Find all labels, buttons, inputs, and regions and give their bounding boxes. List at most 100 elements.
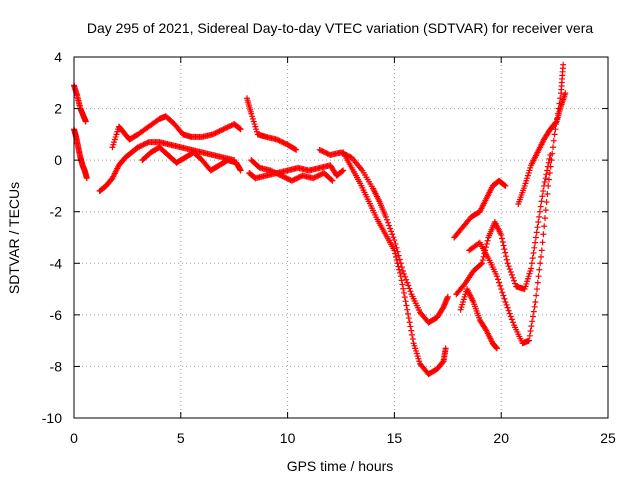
data-point (274, 170, 281, 177)
data-point (525, 337, 532, 344)
data-point (141, 141, 148, 148)
data-point (477, 261, 484, 268)
data-point (497, 282, 504, 289)
data-point (538, 247, 545, 254)
data-point (292, 175, 299, 182)
data-point (397, 269, 404, 276)
data-point (407, 288, 414, 295)
data-point (542, 175, 549, 182)
data-point (384, 219, 391, 226)
data-point (224, 124, 231, 131)
data-point (537, 260, 544, 267)
data-point (393, 253, 400, 260)
data-point (501, 295, 508, 302)
data-point (536, 266, 543, 273)
data-point (532, 239, 539, 246)
data-point (401, 294, 408, 301)
data-point (540, 188, 547, 195)
data-point (528, 260, 535, 267)
data-point (500, 292, 507, 299)
y-tick-label: -10 (42, 410, 62, 426)
data-point (512, 280, 519, 287)
data-point (527, 327, 534, 334)
data-point (399, 281, 406, 288)
data-point (534, 279, 541, 286)
chart-title: Day 295 of 2021, Sidereal Day-to-day VTE… (87, 20, 593, 36)
data-point (284, 175, 291, 182)
data-point (403, 302, 410, 309)
data-point (507, 313, 514, 320)
data-point (529, 255, 536, 262)
data-point (221, 125, 228, 132)
y-axis-ticks: -10 -8 -6 -4 -2 0 2 4 (42, 49, 608, 426)
data-point (316, 171, 323, 178)
data-point (294, 175, 301, 182)
x-tick-label: 15 (387, 430, 403, 446)
data-point (546, 170, 553, 177)
data-point (339, 168, 346, 175)
data-point (276, 137, 283, 144)
series-track-13 (457, 286, 500, 352)
data-point (549, 150, 556, 157)
data-point (536, 213, 543, 220)
series-track-14 (466, 61, 567, 347)
data-point (504, 260, 511, 267)
data-point (216, 128, 223, 135)
data-point (278, 172, 285, 179)
data-point (545, 176, 552, 183)
data-point (390, 234, 397, 241)
data-point (528, 323, 535, 330)
data-point (543, 171, 550, 178)
data-point (400, 285, 407, 292)
series-track-4 (109, 113, 244, 151)
data-point (530, 308, 537, 315)
data-point (220, 126, 227, 133)
data-point (537, 253, 544, 260)
data-point (279, 139, 286, 146)
y-axis-label: SDTVAR / TECUs (6, 182, 22, 294)
data-point (493, 345, 500, 352)
data-point (319, 148, 326, 155)
data-point (493, 273, 500, 280)
data-point (279, 173, 286, 180)
data-point (511, 277, 518, 284)
series-track-12 (453, 151, 554, 298)
data-point (276, 171, 283, 178)
data-point (549, 144, 556, 151)
x-tick-label: 10 (280, 430, 296, 446)
data-point (314, 173, 321, 180)
grid-lines (74, 57, 608, 418)
data-point (282, 174, 289, 181)
data-point (508, 271, 515, 278)
data-point (209, 131, 216, 138)
plot-frame (73, 56, 609, 419)
x-tick-label: 0 (70, 430, 78, 446)
data-point (542, 207, 549, 214)
data-point (387, 225, 394, 232)
data-point (484, 237, 491, 244)
data-point (137, 142, 144, 149)
x-tick-label: 20 (493, 430, 509, 446)
data-point (272, 170, 279, 177)
data-point (291, 176, 298, 183)
data-point (506, 266, 513, 273)
data-point (323, 150, 330, 157)
data-point (404, 279, 411, 286)
data-point (505, 307, 512, 314)
data-point (310, 175, 317, 182)
data-point (482, 244, 489, 251)
data-point (320, 148, 327, 155)
data-point (317, 147, 324, 154)
data-point (83, 175, 90, 182)
data-point (501, 182, 508, 189)
data-point (391, 237, 398, 244)
data-point (340, 167, 347, 174)
data-point (144, 139, 151, 146)
y-tick-label: 2 (54, 101, 62, 117)
data-point (405, 282, 412, 289)
data-point (552, 126, 559, 133)
data-point (444, 293, 451, 300)
data-point (496, 279, 503, 286)
data-point (562, 90, 569, 97)
data-point (396, 256, 403, 263)
